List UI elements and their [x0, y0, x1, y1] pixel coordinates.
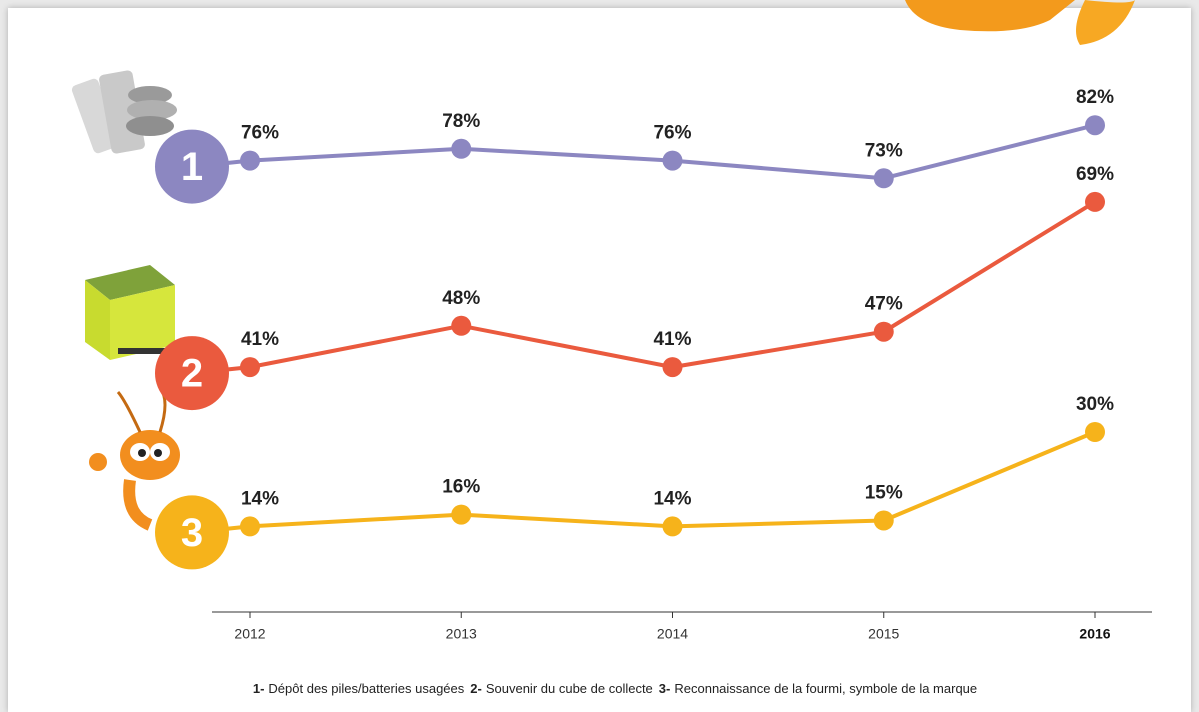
badge-number: 3 — [181, 511, 203, 555]
value-label: 30% — [1076, 394, 1114, 415]
badge-number: 1 — [181, 145, 203, 189]
x-tick-label: 2016 — [1079, 626, 1110, 642]
value-label: 82% — [1076, 87, 1114, 108]
data-point — [873, 321, 894, 342]
badge-number: 2 — [181, 352, 203, 396]
value-label: 14% — [241, 488, 279, 509]
value-label: 48% — [442, 288, 480, 309]
data-point — [240, 516, 260, 537]
value-label: 41% — [653, 329, 691, 350]
value-label: 76% — [241, 123, 279, 144]
data-point — [240, 150, 260, 171]
x-tick-label: 2014 — [657, 626, 688, 642]
value-label: 14% — [653, 488, 691, 509]
value-label: 69% — [1076, 164, 1114, 185]
value-label: 76% — [653, 123, 691, 144]
value-label: 78% — [442, 111, 480, 132]
value-label: 16% — [442, 477, 480, 498]
data-point — [1085, 422, 1105, 442]
series-badge — [155, 336, 229, 411]
x-tick-label: 2012 — [234, 626, 265, 642]
legend-key: 1- — [253, 681, 265, 696]
value-label: 41% — [241, 329, 279, 350]
x-tick-label: 2013 — [446, 626, 477, 642]
legend: 1- Dépôt des piles/batteries usagées 2- Sou… — [253, 681, 977, 696]
data-point — [873, 510, 894, 531]
legend-label: Souvenir du cube de collecte — [486, 681, 653, 696]
data-point — [662, 357, 683, 378]
collection-box-illustration — [85, 265, 175, 360]
data-point — [451, 504, 472, 525]
value-label: 47% — [865, 294, 903, 315]
value-label: 73% — [865, 140, 903, 161]
data-point — [662, 516, 683, 537]
x-tick-label: 2015 — [868, 626, 899, 642]
legend-key: 2- — [470, 681, 482, 696]
legend-label: Dépôt des piles/batteries usagées — [268, 681, 464, 696]
series-badge — [155, 129, 229, 204]
data-point — [240, 357, 260, 378]
data-point — [662, 150, 683, 171]
data-point — [451, 315, 472, 336]
battery-illustration — [71, 70, 177, 154]
legend-label: Reconnaissance de la fourmi, symbole de … — [674, 681, 977, 696]
ant-illustration — [89, 387, 180, 531]
legend-key: 3- — [659, 681, 671, 696]
data-point — [1085, 115, 1105, 136]
series-badge — [155, 495, 229, 570]
data-point — [451, 138, 472, 159]
series-line — [249, 430, 1096, 529]
mascot-top — [905, 0, 1135, 45]
data-point — [873, 168, 894, 189]
data-point — [1085, 191, 1105, 212]
value-label: 15% — [865, 483, 903, 504]
